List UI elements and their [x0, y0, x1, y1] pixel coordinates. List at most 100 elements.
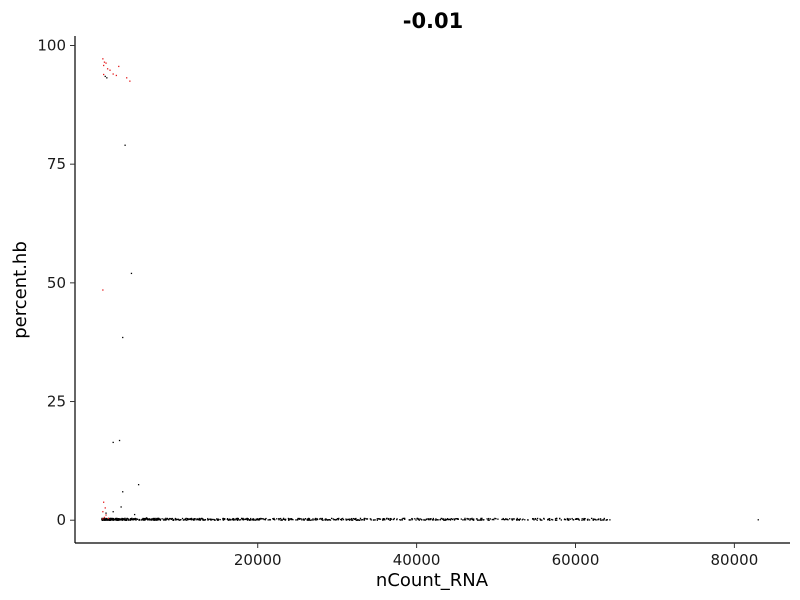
data-point	[566, 517, 568, 520]
data-point	[193, 518, 196, 520]
data-point	[102, 518, 104, 520]
data-point	[560, 519, 562, 521]
y-tick-label: 100	[37, 36, 66, 54]
data-point	[290, 518, 293, 520]
data-point	[212, 518, 214, 521]
data-point	[441, 517, 443, 520]
data-point	[358, 519, 361, 521]
data-point	[199, 518, 201, 520]
data-point	[370, 519, 372, 521]
data-point	[312, 518, 314, 520]
data-point	[411, 519, 413, 521]
data-point	[152, 517, 154, 520]
data-point	[603, 518, 605, 521]
data-point	[303, 519, 305, 521]
data-point	[155, 518, 157, 521]
data-point	[390, 518, 392, 521]
data-point	[462, 519, 464, 521]
data-point	[119, 519, 121, 521]
data-point	[272, 518, 274, 520]
data-point	[171, 517, 173, 520]
data-point	[300, 518, 302, 520]
data-point	[137, 484, 140, 486]
data-point	[306, 518, 309, 520]
data-point	[411, 518, 414, 520]
data-point	[145, 517, 148, 519]
data-point	[151, 518, 153, 520]
data-point	[285, 518, 287, 520]
data-point	[342, 517, 344, 520]
data-point	[357, 519, 359, 521]
data-point	[435, 518, 437, 520]
data-point	[464, 519, 467, 521]
data-point	[572, 519, 574, 521]
data-point	[378, 518, 380, 520]
data-point	[132, 519, 134, 521]
data-point	[588, 519, 591, 521]
data-point	[404, 518, 406, 520]
data-point	[348, 518, 351, 520]
data-point	[163, 518, 165, 520]
data-point	[222, 517, 224, 520]
data-point	[210, 519, 212, 521]
data-point	[159, 519, 162, 521]
data-point	[104, 75, 106, 78]
data-point	[106, 519, 108, 521]
data-point	[124, 517, 126, 520]
data-point	[497, 518, 499, 520]
data-point	[409, 519, 411, 521]
data-point	[311, 519, 313, 521]
data-point	[479, 519, 481, 521]
data-point	[246, 518, 248, 520]
data-point	[536, 517, 539, 520]
data-point	[486, 518, 488, 520]
data-point	[351, 517, 353, 520]
data-point	[325, 519, 328, 521]
data-point	[109, 69, 111, 71]
data-point	[454, 518, 457, 520]
data-point	[350, 518, 352, 520]
data-point	[136, 518, 139, 520]
data-point	[426, 518, 428, 520]
data-point	[596, 519, 598, 521]
data-point	[239, 519, 242, 521]
data-point	[517, 519, 519, 521]
data-point	[191, 518, 193, 521]
data-point	[536, 519, 538, 521]
data-point	[602, 519, 604, 521]
data-point	[161, 518, 163, 520]
data-point	[757, 519, 759, 521]
data-point	[112, 73, 114, 75]
data-point	[121, 517, 123, 520]
data-point	[102, 511, 104, 513]
data-point	[147, 519, 149, 521]
data-point	[425, 518, 427, 520]
data-point	[444, 519, 447, 521]
data-point	[451, 518, 454, 521]
data-point	[164, 519, 166, 521]
data-point	[117, 519, 119, 521]
data-point	[446, 518, 449, 520]
data-point	[115, 74, 118, 77]
data-point	[301, 519, 303, 521]
data-point	[118, 439, 121, 442]
data-point	[584, 517, 586, 520]
data-point	[475, 518, 478, 520]
data-point	[103, 516, 106, 519]
data-point	[471, 517, 473, 520]
data-point	[480, 517, 482, 520]
data-point	[109, 519, 112, 521]
data-point	[577, 518, 580, 521]
data-point	[289, 518, 291, 520]
data-point	[132, 518, 135, 520]
data-point	[342, 518, 345, 521]
data-point	[284, 519, 287, 521]
data-point	[411, 517, 413, 520]
data-point	[513, 518, 515, 520]
data-point	[143, 519, 145, 521]
data-point	[516, 519, 518, 521]
data-point	[521, 519, 523, 521]
data-point	[159, 518, 161, 521]
data-point	[568, 519, 570, 521]
data-point	[309, 519, 311, 521]
